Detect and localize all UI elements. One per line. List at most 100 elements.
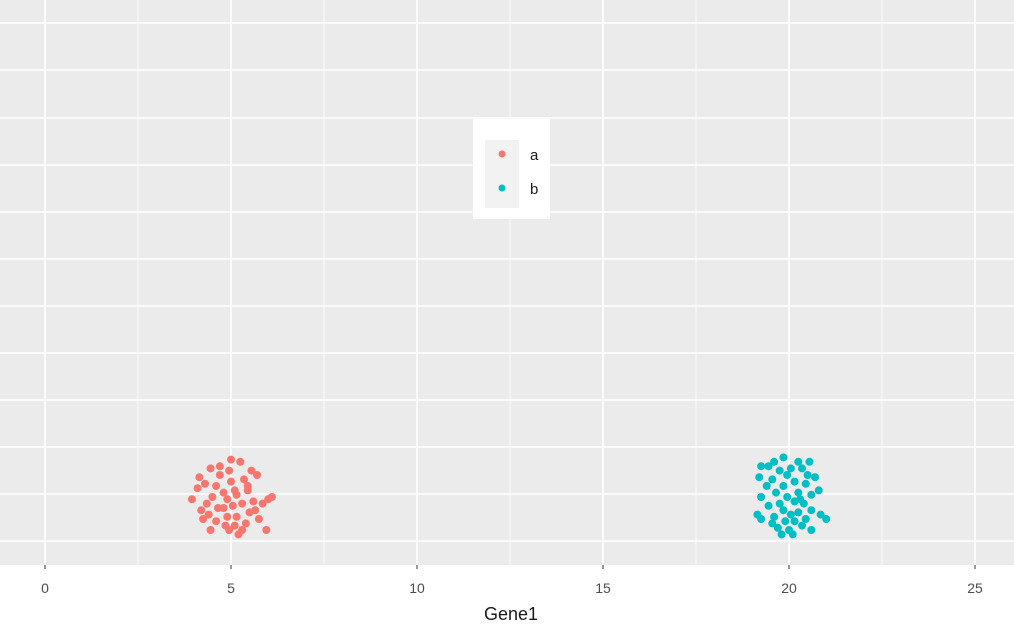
point-a bbox=[249, 497, 258, 506]
point-a bbox=[234, 530, 243, 539]
point-b bbox=[805, 457, 814, 466]
point-b bbox=[773, 523, 782, 532]
point-b bbox=[786, 510, 795, 519]
point-b bbox=[757, 493, 766, 501]
grid bbox=[0, 0, 1014, 565]
point-b bbox=[796, 495, 805, 504]
point-b bbox=[764, 501, 773, 510]
x-tick-label: 10 bbox=[409, 580, 425, 596]
point-a bbox=[243, 482, 252, 490]
point-a bbox=[227, 455, 235, 464]
point-a bbox=[230, 486, 239, 495]
point-b bbox=[822, 515, 831, 523]
legend-label-a: a bbox=[530, 147, 539, 164]
point-a bbox=[223, 495, 232, 504]
point-b bbox=[811, 473, 820, 482]
point-b bbox=[794, 508, 803, 517]
point-b bbox=[816, 510, 825, 519]
point-a bbox=[197, 506, 206, 515]
point-a bbox=[247, 466, 256, 475]
point-a bbox=[204, 510, 213, 519]
point-b bbox=[786, 464, 795, 473]
point-a bbox=[223, 512, 232, 521]
point-a bbox=[227, 477, 235, 486]
x-axis-title: Gene1 bbox=[484, 604, 538, 624]
point-a bbox=[213, 504, 222, 512]
point-b bbox=[798, 464, 807, 473]
point-b bbox=[801, 515, 810, 523]
point-b bbox=[771, 488, 780, 497]
point-a bbox=[228, 501, 237, 510]
point-b bbox=[801, 479, 810, 488]
point-b bbox=[803, 471, 812, 479]
point-a bbox=[241, 519, 250, 528]
point-a bbox=[208, 493, 217, 501]
point-b bbox=[798, 521, 807, 530]
point-a bbox=[195, 473, 204, 482]
point-b bbox=[764, 462, 773, 471]
point-a bbox=[215, 471, 224, 479]
legend: ab bbox=[473, 119, 550, 219]
point-b bbox=[807, 490, 816, 499]
legend-key-b bbox=[498, 184, 506, 192]
point-b bbox=[775, 466, 784, 475]
point-a bbox=[219, 488, 228, 497]
point-a bbox=[215, 462, 224, 471]
x-tick-label: 0 bbox=[41, 580, 49, 596]
point-b bbox=[757, 515, 766, 523]
x-tick-label: 15 bbox=[595, 580, 611, 596]
point-a bbox=[200, 479, 209, 488]
point-a bbox=[262, 526, 271, 534]
point-b bbox=[757, 462, 766, 471]
point-b bbox=[788, 530, 797, 539]
point-a bbox=[187, 495, 196, 504]
point-b bbox=[807, 506, 816, 515]
point-b bbox=[775, 499, 784, 508]
point-a bbox=[232, 512, 241, 521]
point-a bbox=[240, 475, 249, 484]
point-b bbox=[807, 526, 816, 534]
point-a bbox=[254, 515, 263, 523]
point-b bbox=[768, 475, 777, 484]
point-a bbox=[236, 457, 245, 466]
x-axis-ticks: 0 5 10 15 20 25 bbox=[41, 565, 983, 596]
point-b bbox=[779, 482, 788, 490]
x-tick-label: 5 bbox=[227, 580, 235, 596]
point-b bbox=[783, 471, 792, 479]
point-b bbox=[779, 506, 788, 515]
point-a bbox=[199, 515, 208, 523]
point-b bbox=[777, 530, 786, 539]
point-a bbox=[206, 526, 215, 534]
point-a bbox=[251, 506, 260, 515]
point-b bbox=[781, 517, 790, 526]
point-a bbox=[206, 464, 215, 473]
point-a bbox=[267, 493, 276, 501]
point-a bbox=[202, 499, 211, 508]
point-a bbox=[225, 526, 234, 534]
point-b bbox=[768, 519, 777, 528]
data-points bbox=[187, 453, 831, 539]
point-a bbox=[219, 504, 228, 512]
point-b bbox=[755, 473, 764, 482]
point-b bbox=[814, 486, 823, 495]
legend-label-b: b bbox=[530, 181, 538, 198]
point-b bbox=[794, 457, 803, 466]
legend-key-a bbox=[498, 150, 506, 158]
x-tick-label: 20 bbox=[781, 580, 797, 596]
point-a bbox=[253, 471, 262, 479]
point-a bbox=[212, 482, 221, 490]
point-a bbox=[258, 499, 267, 508]
x-tick-label: 25 bbox=[967, 580, 983, 596]
point-b bbox=[790, 477, 799, 486]
point-b bbox=[790, 517, 799, 526]
point-b bbox=[762, 482, 771, 490]
point-a bbox=[225, 466, 234, 475]
point-a bbox=[230, 521, 239, 530]
point-b bbox=[779, 453, 788, 462]
point-b bbox=[783, 493, 792, 501]
point-a bbox=[238, 499, 247, 508]
point-a bbox=[193, 484, 202, 493]
point-a bbox=[212, 517, 221, 526]
point-b bbox=[794, 488, 803, 497]
